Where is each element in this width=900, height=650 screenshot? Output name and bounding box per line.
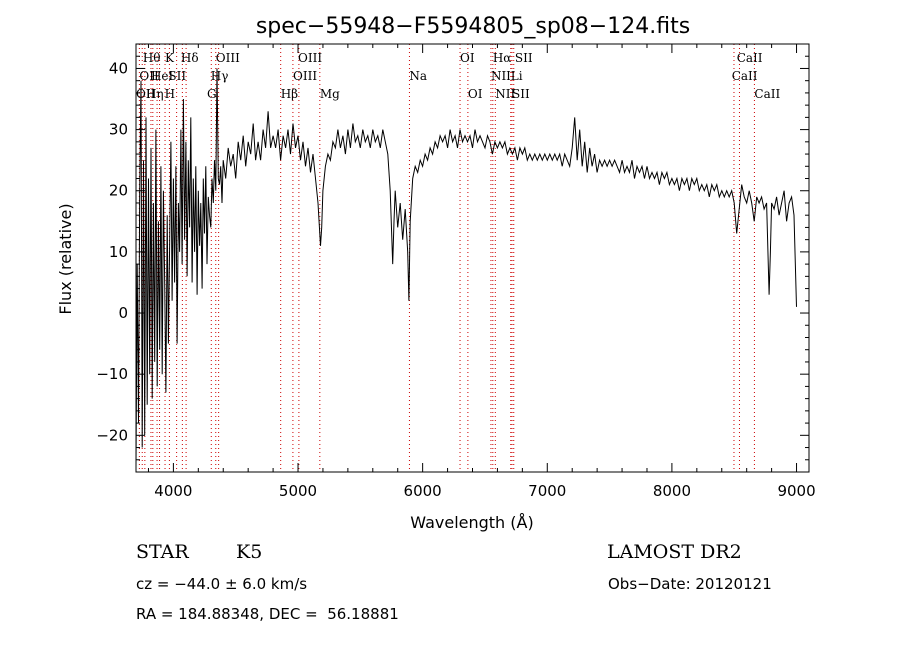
observation-date: Obs−Date: 20120121 — [608, 575, 772, 593]
line-label-10: HeI — [151, 69, 174, 83]
x-axis-label: Wavelength (Å) — [410, 513, 533, 532]
x-axis: 4000 5000 6000 7000 8000 9000 — [147, 44, 816, 500]
plot-frame — [135, 43, 810, 473]
line-label-24: OI — [468, 87, 483, 101]
y-tick-label: 20 — [109, 182, 128, 200]
x-tick-label: 7000 — [528, 482, 566, 500]
line-label-22: Hβ — [281, 87, 298, 101]
line-label-5: OI — [460, 51, 475, 65]
line-label-9: OII — [139, 69, 159, 83]
redshift-velocity: cz = −44.0 ± 6.0 km/s — [136, 575, 308, 593]
y-tick-label: 0 — [118, 304, 128, 322]
line-label-19: Hη — [146, 87, 164, 101]
line-label-16: Li — [511, 69, 523, 83]
line-label-23: Mg — [320, 87, 340, 101]
line-label-17: CaII — [732, 69, 758, 83]
y-tick-label: 10 — [109, 243, 128, 261]
x-tick-label: 4000 — [154, 482, 192, 500]
x-tick-label: 8000 — [653, 482, 691, 500]
object-class: STAR — [136, 541, 189, 563]
y-axis-label: Flux (relative) — [56, 203, 75, 314]
line-label-11: SII — [168, 69, 186, 83]
line-label-14: Na — [409, 69, 427, 83]
spectrum-line — [135, 68, 797, 466]
y-axis: −20 −10 0 10 20 30 40 — [96, 43, 809, 461]
x-tick-label: 6000 — [404, 482, 442, 500]
spectral-line-markers — [138, 44, 755, 472]
line-label-27: CaII — [754, 87, 780, 101]
chart-title: spec−55948−F5594805_sp08−124.fits — [256, 14, 690, 39]
line-label-13: OIII — [293, 69, 317, 83]
line-label-12: Hγ — [211, 69, 229, 83]
line-label-8: CaII — [737, 51, 763, 65]
coordinates: RA = 184.88348, DEC = 56.18881 — [136, 605, 399, 623]
line-label-7: SII — [515, 51, 533, 65]
line-label-15: NII — [491, 69, 511, 83]
line-label-3: OIII — [216, 51, 240, 65]
line-label-4: OIII — [298, 51, 322, 65]
line-label-1: K — [165, 51, 175, 65]
line-label-26: SII — [512, 87, 530, 101]
y-tick-label: 40 — [109, 59, 128, 77]
y-tick-label: 30 — [109, 121, 128, 139]
y-tick-label: −20 — [96, 426, 128, 444]
line-label-0: Hθ — [143, 51, 161, 65]
line-label-6: Hα — [493, 51, 512, 65]
x-tick-label: 5000 — [279, 482, 317, 500]
x-tick-label: 9000 — [777, 482, 815, 500]
y-tick-label: −10 — [96, 365, 128, 383]
line-label-21: G — [207, 87, 217, 101]
line-label-25: NII — [495, 87, 515, 101]
line-label-20: H — [165, 87, 175, 101]
object-subclass: K5 — [236, 541, 263, 563]
line-label-2: Hδ — [181, 51, 199, 65]
survey-name: LAMOST DR2 — [607, 541, 742, 563]
